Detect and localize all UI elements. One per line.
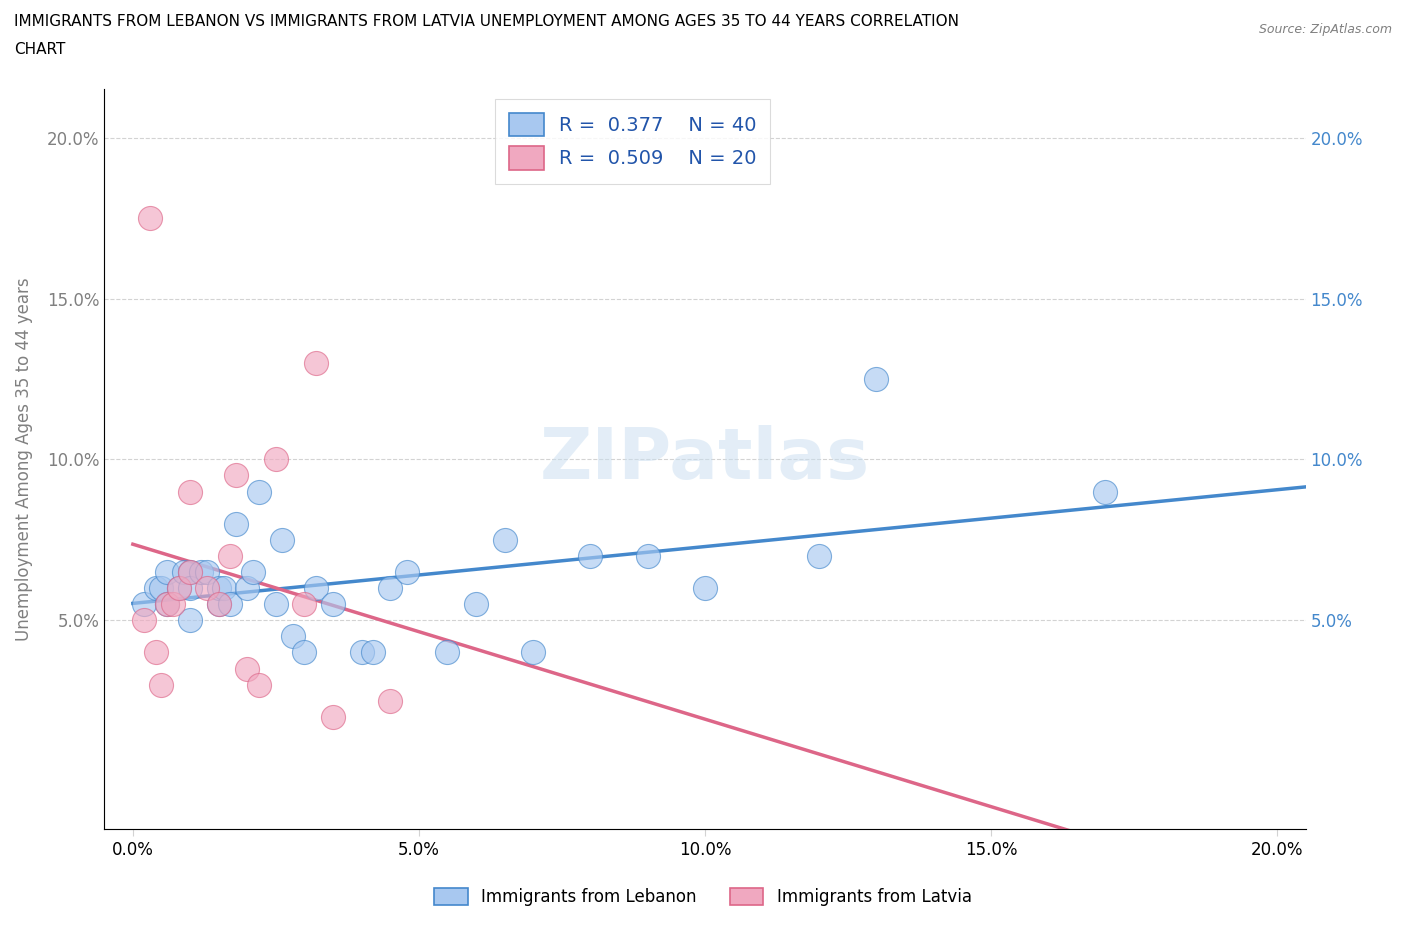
Point xyxy=(264,597,287,612)
Point xyxy=(294,645,316,660)
Point xyxy=(173,565,195,579)
Point xyxy=(134,613,156,628)
Point xyxy=(156,565,179,579)
Point xyxy=(236,580,259,595)
Point xyxy=(322,710,344,724)
Point xyxy=(225,468,247,483)
Point xyxy=(236,661,259,676)
Y-axis label: Unemployment Among Ages 35 to 44 years: Unemployment Among Ages 35 to 44 years xyxy=(15,277,32,641)
Point xyxy=(179,485,201,499)
Point xyxy=(179,565,201,579)
Point xyxy=(208,597,231,612)
Point xyxy=(167,580,190,595)
Point xyxy=(167,580,190,595)
Legend: R =  0.377    N = 40, R =  0.509    N = 20: R = 0.377 N = 40, R = 0.509 N = 20 xyxy=(495,100,770,183)
Point xyxy=(693,580,716,595)
Point xyxy=(179,613,201,628)
Point xyxy=(219,549,242,564)
Point xyxy=(156,597,179,612)
Point xyxy=(522,645,544,660)
Point xyxy=(179,565,201,579)
Point xyxy=(208,597,231,612)
Point xyxy=(465,597,488,612)
Point xyxy=(380,693,402,708)
Point xyxy=(179,580,201,595)
Point xyxy=(865,371,887,386)
Point xyxy=(281,629,304,644)
Point xyxy=(156,597,179,612)
Point xyxy=(145,580,167,595)
Point xyxy=(270,532,292,547)
Point xyxy=(380,580,402,595)
Point xyxy=(162,597,184,612)
Text: IMMIGRANTS FROM LEBANON VS IMMIGRANTS FROM LATVIA UNEMPLOYMENT AMONG AGES 35 TO : IMMIGRANTS FROM LEBANON VS IMMIGRANTS FR… xyxy=(14,14,959,29)
Point xyxy=(195,565,218,579)
Point xyxy=(190,565,212,579)
Point xyxy=(195,580,218,595)
Point xyxy=(247,677,270,692)
Point xyxy=(242,565,264,579)
Point xyxy=(361,645,384,660)
Point xyxy=(225,516,247,531)
Point xyxy=(150,580,173,595)
Point xyxy=(294,597,316,612)
Text: ZIPatlas: ZIPatlas xyxy=(540,425,870,494)
Legend: Immigrants from Lebanon, Immigrants from Latvia: Immigrants from Lebanon, Immigrants from… xyxy=(427,881,979,912)
Point xyxy=(208,580,231,595)
Point xyxy=(1094,485,1116,499)
Point xyxy=(219,597,242,612)
Point xyxy=(305,580,328,595)
Point xyxy=(579,549,602,564)
Point xyxy=(494,532,516,547)
Point xyxy=(436,645,458,660)
Point xyxy=(134,597,156,612)
Point xyxy=(350,645,373,660)
Text: Source: ZipAtlas.com: Source: ZipAtlas.com xyxy=(1258,23,1392,36)
Point xyxy=(247,485,270,499)
Point xyxy=(808,549,831,564)
Text: CHART: CHART xyxy=(14,42,66,57)
Point xyxy=(214,580,236,595)
Point xyxy=(396,565,419,579)
Point xyxy=(637,549,659,564)
Point xyxy=(139,211,162,226)
Point xyxy=(145,645,167,660)
Point xyxy=(264,452,287,467)
Point xyxy=(305,355,328,370)
Point xyxy=(322,597,344,612)
Point xyxy=(150,677,173,692)
